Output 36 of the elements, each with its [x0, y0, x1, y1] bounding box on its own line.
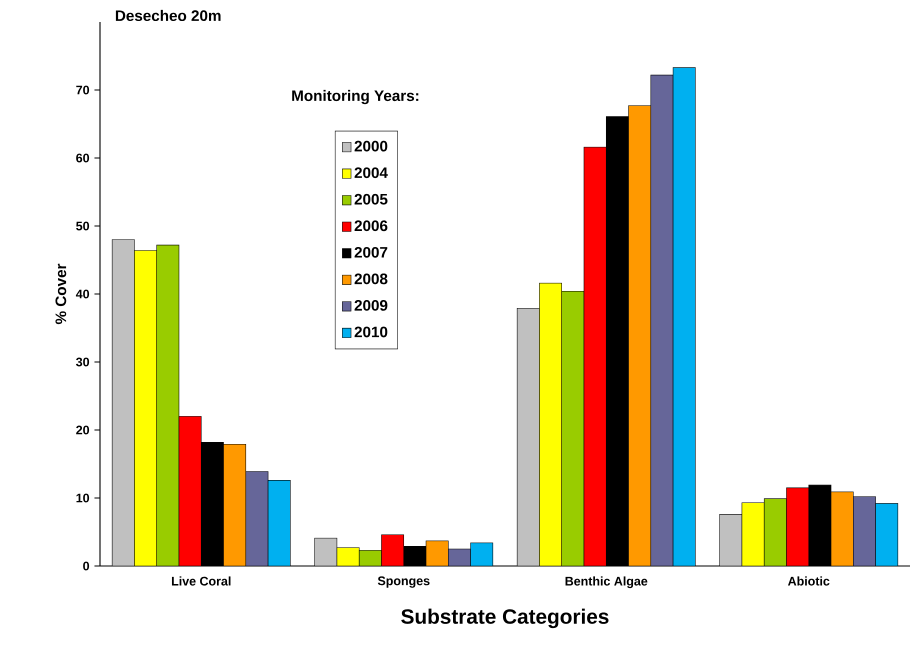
bar: [448, 548, 471, 566]
bar: [853, 496, 876, 566]
y-tick-label: 70: [76, 86, 90, 94]
legend-label: 2010: [354, 326, 388, 338]
y-tick-label: 30: [76, 358, 90, 366]
legend-label: 2004: [354, 167, 388, 178]
bar: [246, 471, 268, 566]
x-tick-label: Benthic Algae: [566, 576, 648, 588]
legend-label: 2008: [354, 273, 388, 284]
legend-label: 2009: [354, 300, 388, 311]
legend-label: 2007: [354, 246, 388, 258]
legend-label: 2005: [354, 194, 388, 205]
x-tick-label: Abiotic: [788, 576, 830, 586]
bar: [672, 67, 696, 566]
y-axis-title: % Cover: [55, 264, 66, 324]
legend-title: Monitoring Years:: [292, 90, 418, 104]
bar: [628, 105, 652, 566]
y-tick-label: 20: [76, 426, 90, 434]
y-tick-label: 50: [76, 222, 90, 230]
bar: [268, 480, 291, 566]
x-tick-label: Sponges: [378, 576, 430, 588]
bar: [830, 492, 854, 566]
bar: [650, 74, 674, 566]
x-axis-title: Substrate Categories: [401, 608, 608, 628]
x-tick-label: Live Coral: [172, 576, 230, 586]
legend-label: 2006: [354, 220, 388, 232]
y-tick-label: 10: [76, 494, 90, 502]
chart-title: Desecheo 20m: [116, 10, 221, 22]
bar: [470, 542, 494, 566]
y-tick-label: 60: [76, 154, 90, 162]
legend-label: 2000: [354, 140, 388, 152]
bar: [223, 444, 246, 566]
y-tick-label: 40: [76, 290, 90, 298]
bar: [875, 503, 898, 566]
bar: [426, 540, 449, 566]
y-tick-label: 0: [83, 562, 90, 570]
